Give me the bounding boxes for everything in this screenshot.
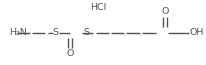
Text: O: O [67, 49, 74, 58]
Text: S: S [53, 28, 59, 37]
Text: H₂N: H₂N [9, 28, 27, 37]
Text: OH: OH [190, 28, 204, 37]
Text: HCl: HCl [90, 3, 106, 12]
Text: S: S [83, 28, 89, 37]
Text: O: O [161, 7, 169, 16]
